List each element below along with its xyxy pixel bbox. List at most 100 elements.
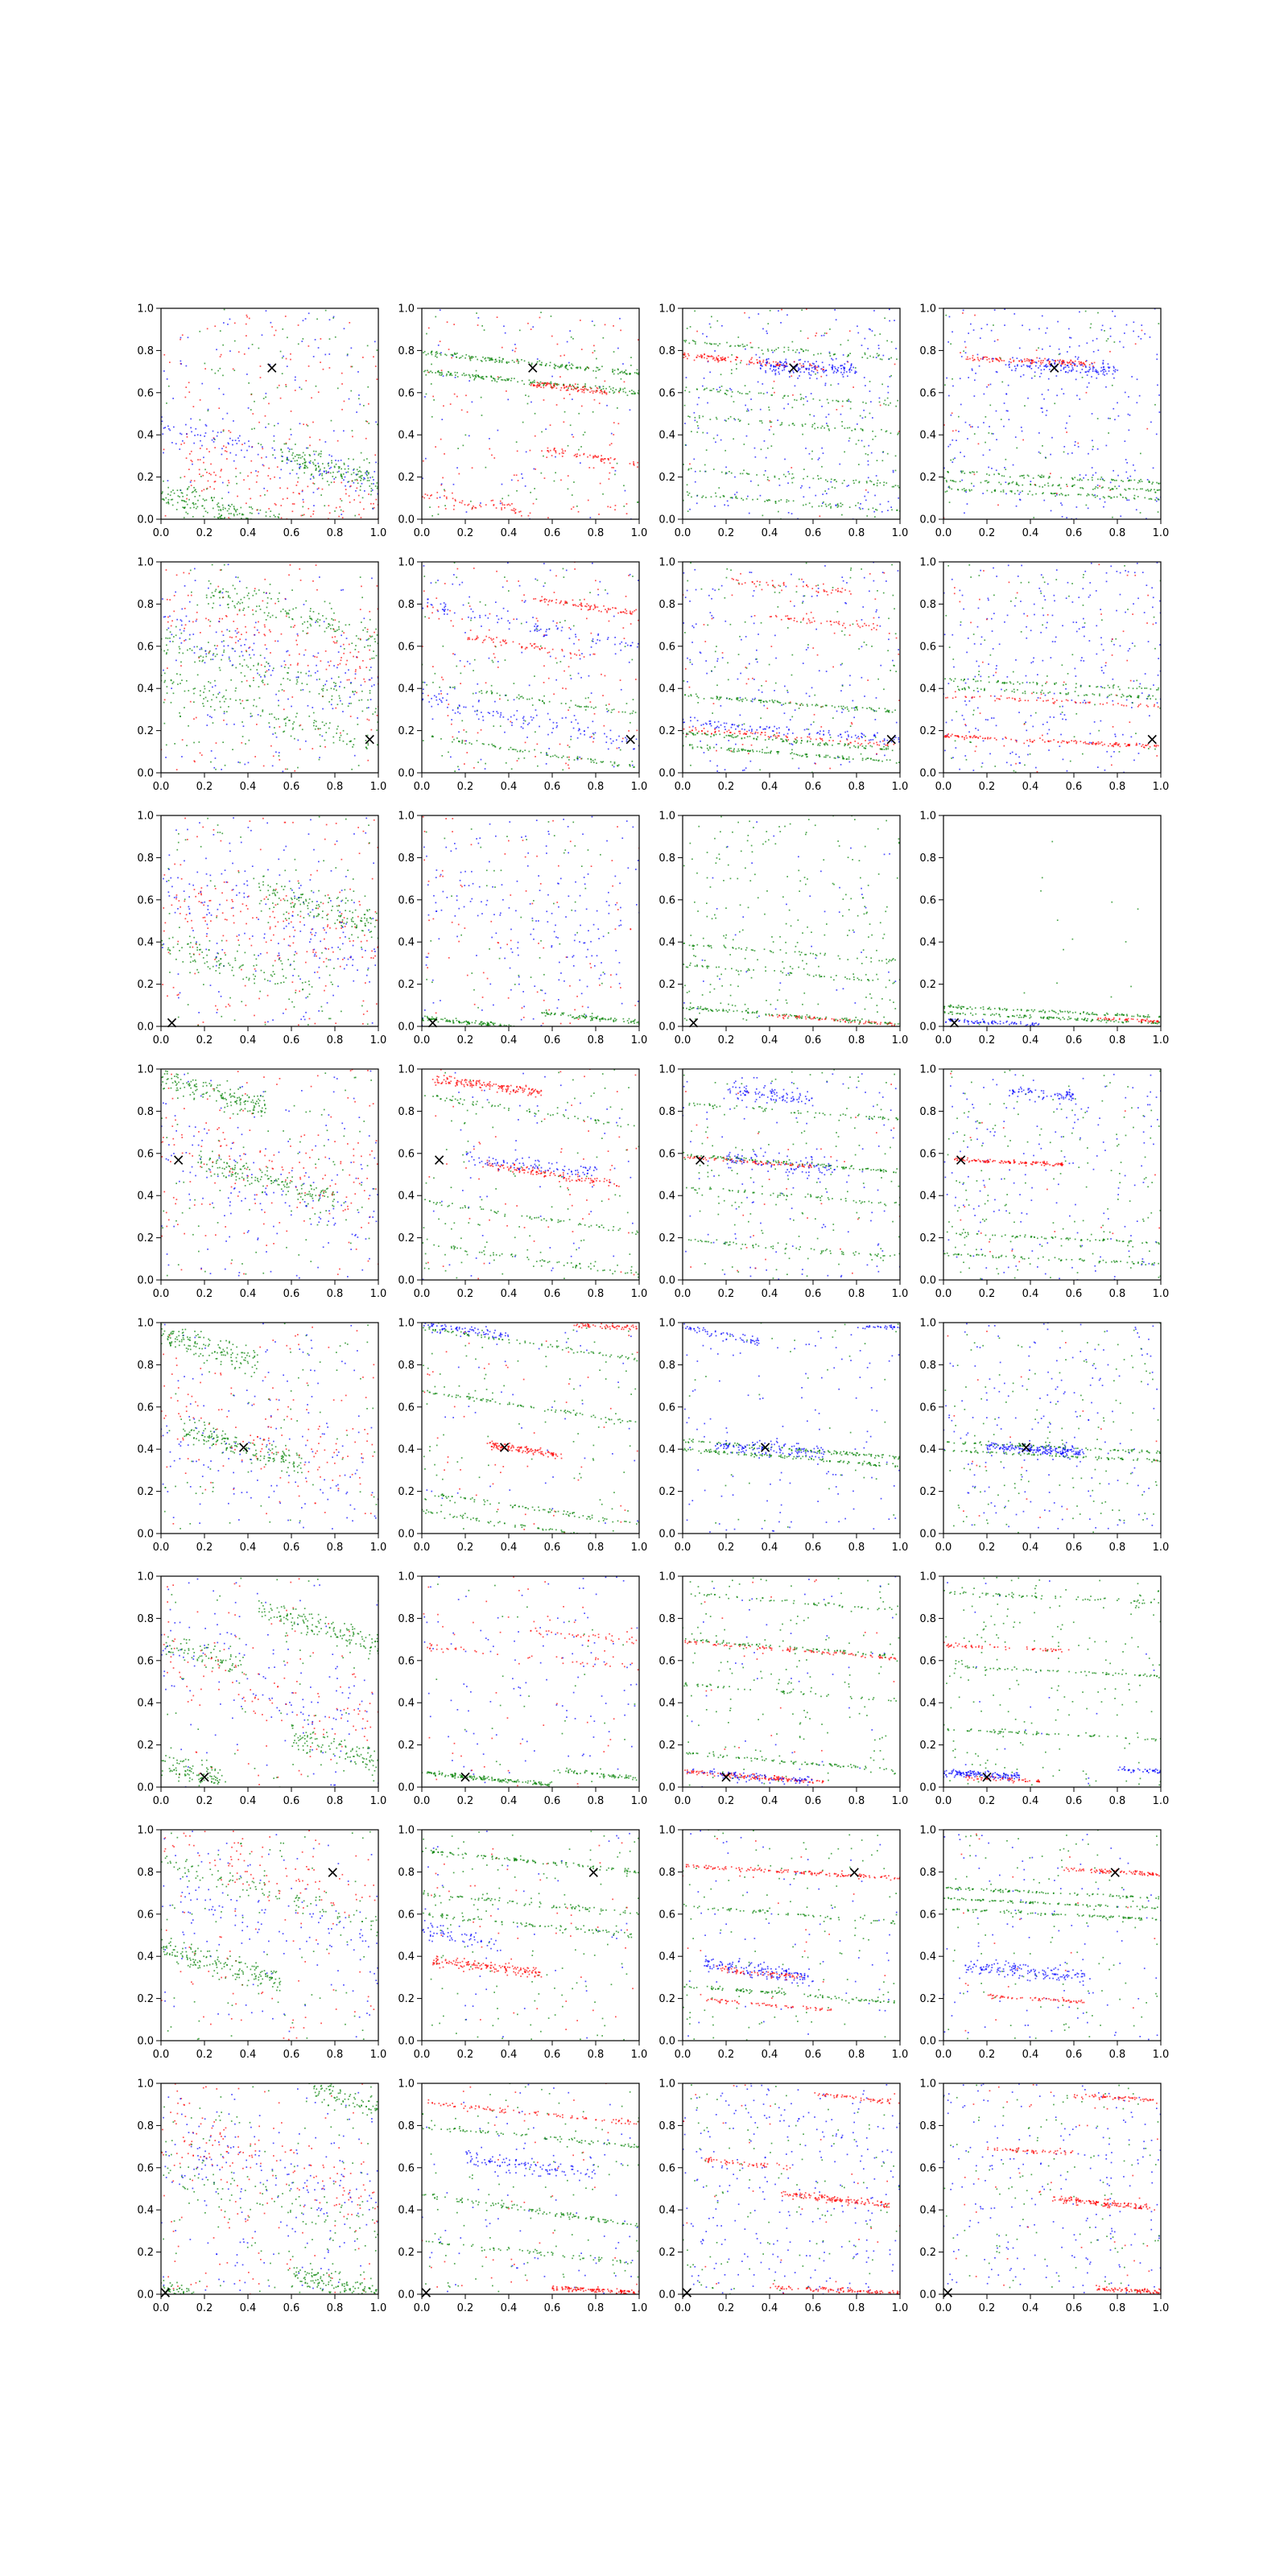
scatter-point [577, 366, 579, 369]
scatter-point [568, 386, 570, 387]
scatter-point [172, 398, 174, 399]
scatter-point [286, 650, 287, 653]
scatter-point [300, 616, 303, 618]
scatter-point [523, 360, 526, 362]
scatter-point [747, 410, 749, 412]
scatter-point [355, 635, 357, 637]
scatter-point [584, 385, 586, 387]
scatter-point [881, 460, 884, 462]
scatter-point [236, 592, 238, 595]
scatter-point [458, 769, 460, 770]
scatter-point [717, 345, 719, 347]
scatter-point [837, 383, 840, 385]
scatter-point [812, 398, 815, 400]
scatter-point [164, 427, 166, 428]
scatter-point [181, 756, 183, 758]
scatter-point [730, 472, 733, 474]
scatter-point [279, 397, 282, 399]
scatter-point [704, 464, 706, 466]
scatter-point [357, 471, 360, 473]
scatter-point [536, 625, 538, 627]
scatter-point [166, 502, 167, 504]
scatter-point [801, 485, 803, 487]
scatter-point [1095, 369, 1097, 371]
scatter-point [237, 576, 239, 579]
scatter-point [335, 707, 337, 709]
scatter-point [446, 321, 448, 323]
scatter-point [210, 750, 213, 752]
scatter-point [493, 378, 494, 379]
scatter-point [439, 309, 441, 312]
scatter-point [1104, 369, 1106, 370]
scatter-point [733, 438, 734, 440]
scatter-point [781, 308, 782, 311]
scatter-point [530, 328, 532, 330]
scatter-point [555, 365, 557, 366]
scatter-point [175, 625, 177, 628]
scatter-point [1109, 481, 1112, 484]
scatter-point [200, 440, 201, 442]
scatter-point [1071, 477, 1073, 479]
scatter-point [432, 606, 434, 609]
scatter-point [262, 765, 265, 767]
scatter-point [204, 650, 207, 652]
scatter-point [609, 609, 611, 610]
scatter-point [946, 490, 948, 492]
scatter-point [332, 476, 334, 477]
scatter-point [465, 374, 468, 376]
scatter-point [170, 701, 172, 704]
scatter-point [1012, 464, 1014, 466]
scatter-point [336, 642, 337, 644]
scatter-point [328, 722, 331, 724]
scatter-point [830, 506, 832, 508]
scatter-point [433, 695, 436, 697]
scatter-point [325, 627, 328, 630]
scatter-point [237, 601, 240, 603]
scatter-point [184, 640, 185, 642]
scatter-point [204, 469, 206, 471]
scatter-point [223, 518, 225, 519]
scatter-point [569, 383, 571, 386]
scatter-point [205, 655, 208, 658]
scatter-point [184, 690, 186, 692]
scatter-point [423, 576, 426, 577]
scatter-point [465, 353, 468, 356]
scatter-point [592, 653, 595, 655]
scatter-point [742, 345, 745, 348]
y-tick-label: 0.0 [658, 514, 675, 526]
scatter-point [721, 324, 723, 327]
scatter-point [1074, 360, 1076, 362]
scatter-point [356, 478, 358, 481]
x-tick-label: 0.6 [544, 527, 561, 539]
scatter-point [212, 686, 213, 688]
scatter-point [1012, 357, 1013, 359]
scatter-point [233, 509, 236, 510]
scatter-point [1128, 499, 1130, 502]
scatter-point [1051, 359, 1054, 361]
scatter-point [588, 609, 590, 610]
scatter-point [721, 358, 724, 361]
scatter-point [978, 365, 980, 367]
scatter-point [283, 690, 285, 692]
scatter-point [799, 368, 801, 370]
scatter-point [768, 362, 770, 365]
scatter-point [226, 412, 229, 415]
scatter-point [1001, 475, 1003, 477]
scatter-point [1145, 489, 1147, 492]
scatter-point [701, 497, 703, 498]
scatter-point [246, 587, 248, 588]
scatter-point [1061, 362, 1063, 364]
scatter-point [1056, 493, 1058, 496]
scatter-point [1125, 471, 1128, 473]
scatter-point [328, 468, 331, 469]
scatter-point [360, 471, 362, 473]
scatter-point [1058, 485, 1060, 487]
scatter-point [546, 629, 548, 630]
scatter-point [163, 353, 166, 356]
scatter-point [365, 639, 368, 641]
scatter-point [228, 706, 229, 708]
scatter-point [303, 472, 305, 474]
scatter-point [367, 744, 369, 746]
scatter-point [193, 692, 195, 695]
scatter-point [321, 688, 323, 691]
